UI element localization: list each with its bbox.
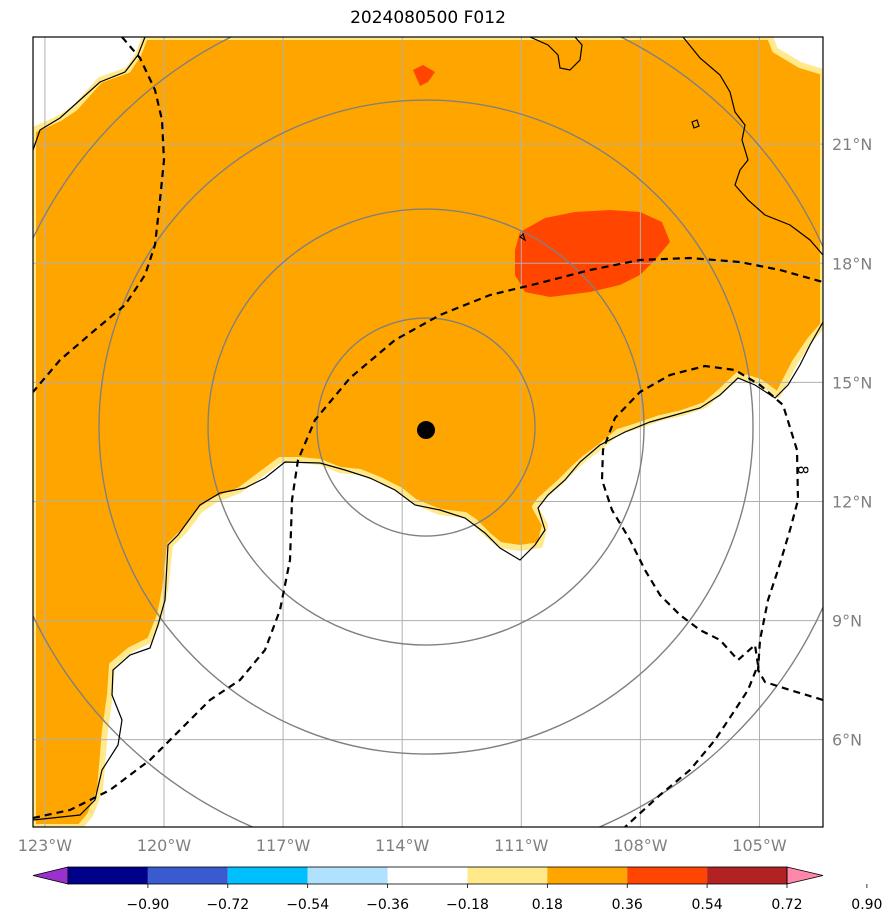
range-ring [98,99,754,755]
graticule [33,37,823,827]
contour-label: 8 [794,466,810,475]
colorbar-tick-label: −0.72 [206,897,249,913]
lon-tick-label: 120°W [137,836,192,855]
colorbar-segment [307,867,388,884]
colorbar-extend-high [786,866,824,885]
map-title: 2024080500 F012 [350,8,506,28]
range-rings [33,37,823,827]
lon-tick-label: 105°W [732,836,787,855]
colorbar-segment [68,867,148,884]
colorbar-extend-low [32,866,69,885]
colorbar [32,866,868,888]
colorbar-tick-label: 0.90 [851,897,882,913]
colorbar-segment [707,867,787,884]
latitude-labels: 6°N 9°N 12°N 15°N 18°N 21°N [832,135,872,749]
colorbar-segment [387,867,468,884]
map-frame [32,36,824,828]
colorbar-frame [67,866,788,885]
lat-tick-label: 18°N [832,254,872,273]
colorbar-segment [467,867,548,884]
lat-tick-label: 21°N [832,135,872,154]
coastline-west [33,37,146,151]
colorbar-tick-label: −0.18 [446,897,489,913]
colorbar-tick-label: −0.54 [286,897,329,913]
lat-tick-label: 9°N [832,612,862,631]
lat-tick-label: 12°N [832,492,872,511]
range-ring [316,317,536,537]
contour-main-arc [33,256,823,820]
lon-tick-label: 123°W [18,836,73,855]
colorbar-segment [147,867,228,884]
coastline-south [33,321,823,821]
lat-tick-label: 15°N [832,373,872,392]
colorbar-tick-labels: −0.90 −0.72 −0.54 −0.36 −0.18 0.18 0.36 0.54 0.7… [126,897,882,913]
colorbar-tick-label: 0.36 [612,897,643,913]
storm-center-marker [417,421,436,440]
lon-tick-label: 114°W [375,836,430,855]
field-region-high-north [413,65,435,86]
colorbar-tick-label: 0.54 [692,897,723,913]
dashed-contours [33,37,823,827]
field-region-high-east [515,210,670,297]
colorbar-tick-label: 0.72 [771,897,802,913]
lon-tick-label: 111°W [494,836,549,855]
range-ring [207,208,645,646]
coastline-northeast [529,37,823,256]
colorbar-tick-label: 0.18 [532,897,563,913]
contour-west [33,37,166,393]
lat-tick-label: 6°N [832,731,862,750]
colorbar-tick-label: −0.36 [366,897,409,913]
coastline-island [519,119,700,242]
longitude-labels: 123°W 120°W 117°W 114°W 111°W 108°W 105°W [18,836,787,855]
lon-tick-label: 108°W [613,836,668,855]
colorbar-tick-label: −0.90 [126,897,169,913]
colorbar-segment [627,867,708,884]
lon-tick-label: 117°W [256,836,311,855]
colorbar-segment [547,867,628,884]
colorbar-segment [227,867,308,884]
contour-southeast-loop [600,364,823,827]
